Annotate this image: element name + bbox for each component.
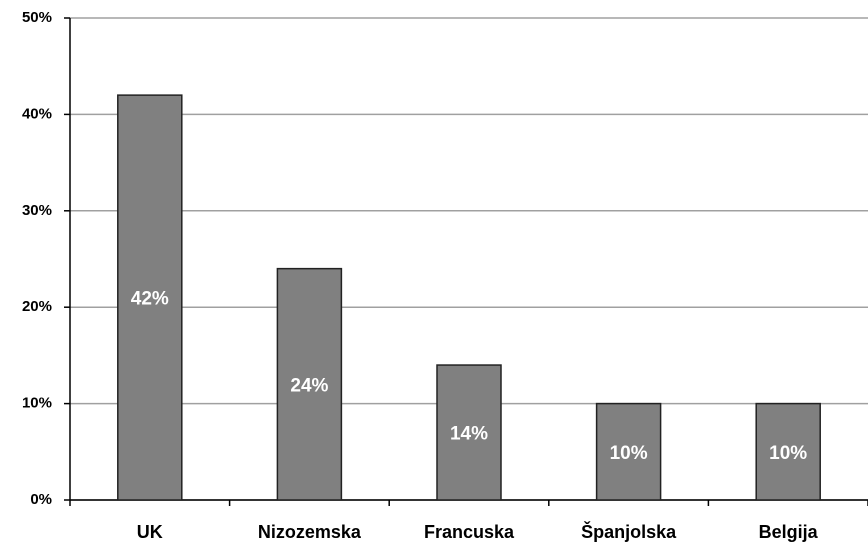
- x-tick-label: Belgija: [759, 522, 819, 542]
- bar: [755, 402, 821, 501]
- x-tick-label: UK: [137, 522, 163, 542]
- y-tick-label: 30%: [22, 202, 52, 219]
- data-label: 14%: [450, 424, 488, 445]
- y-tick-label: 40%: [22, 105, 52, 122]
- data-label: 24%: [290, 375, 328, 396]
- x-tick-label: Francuska: [424, 522, 515, 542]
- data-label: 10%: [610, 443, 648, 464]
- bar: [436, 364, 502, 501]
- y-tick-label: 0%: [30, 491, 52, 508]
- y-tick-label: 50%: [22, 9, 52, 26]
- data-label: 10%: [769, 443, 807, 464]
- bar: [276, 267, 343, 501]
- bar: [117, 94, 183, 501]
- bar: [595, 402, 662, 501]
- x-tick-label: Španjolska: [581, 521, 677, 542]
- data-label: 42%: [131, 289, 169, 310]
- x-tick-label: Nizozemska: [258, 522, 362, 542]
- y-tick-label: 20%: [22, 298, 52, 315]
- y-tick-label: 10%: [22, 395, 52, 412]
